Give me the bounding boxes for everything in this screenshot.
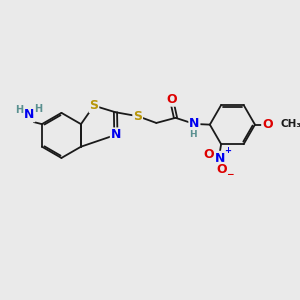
Text: S: S [89, 99, 98, 112]
Text: O: O [203, 148, 214, 161]
Text: H: H [34, 104, 42, 114]
Text: −: − [226, 169, 234, 178]
Text: N: N [214, 152, 225, 165]
Text: O: O [217, 163, 227, 176]
Text: O: O [262, 118, 273, 131]
Text: S: S [133, 110, 142, 123]
Text: O: O [166, 93, 177, 106]
Text: CH₃: CH₃ [280, 119, 300, 129]
Text: N: N [24, 108, 34, 122]
Text: +: + [224, 146, 231, 155]
Text: H: H [189, 130, 196, 139]
Text: N: N [111, 128, 121, 141]
Text: N: N [189, 118, 200, 130]
Text: H: H [15, 105, 24, 115]
